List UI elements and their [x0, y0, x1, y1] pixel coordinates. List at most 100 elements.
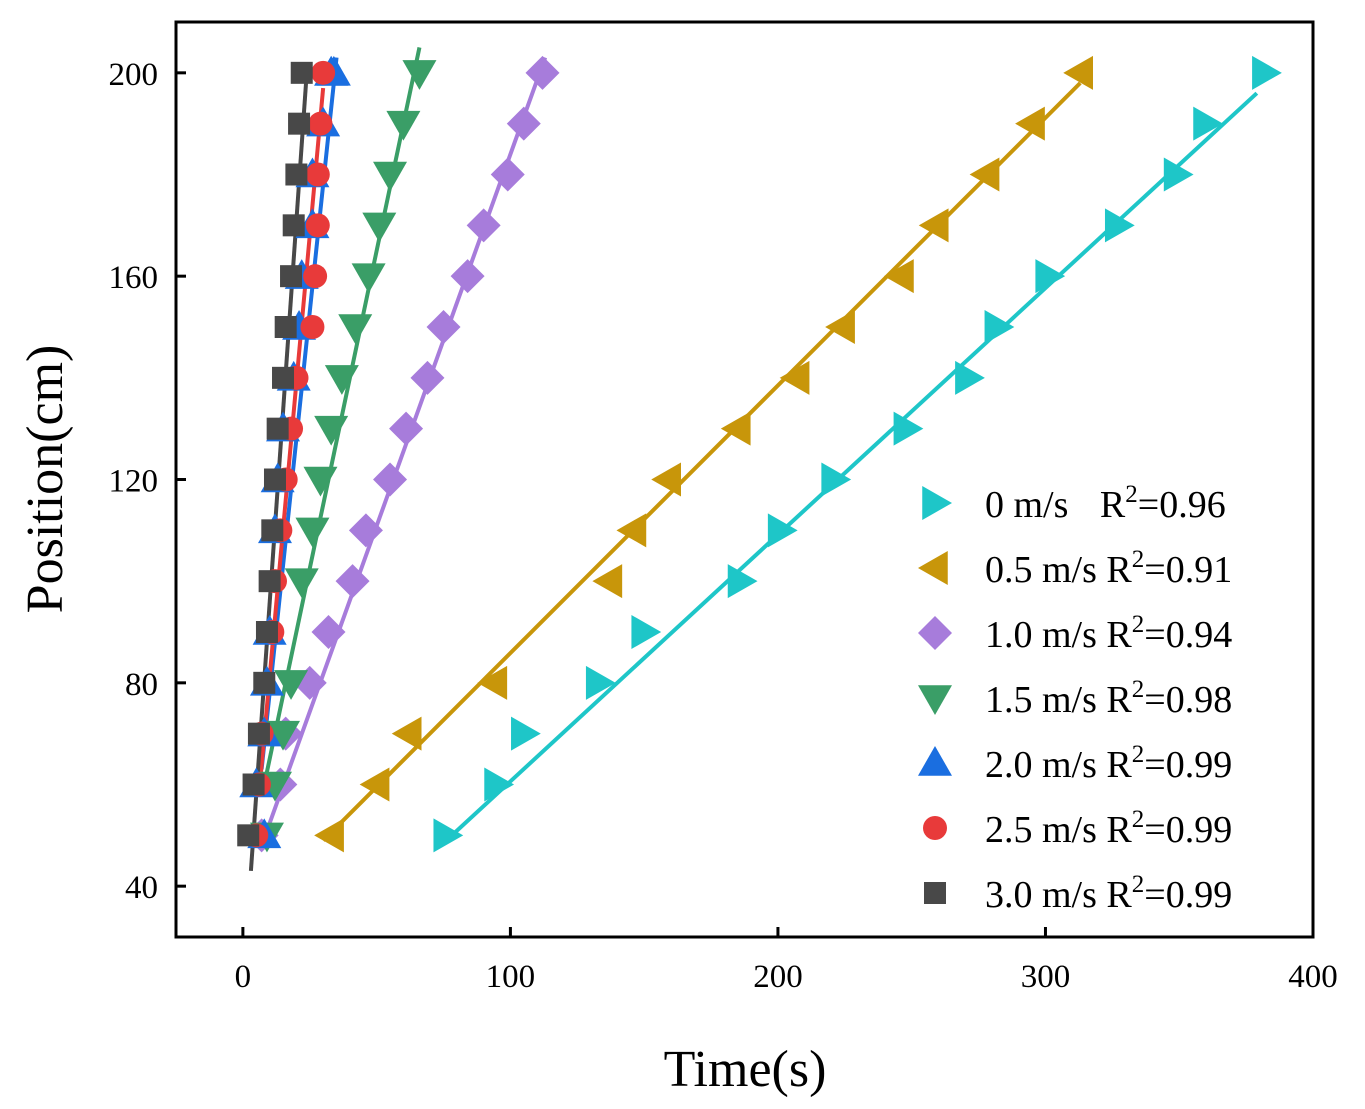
- point-3-0-m-s: [255, 621, 278, 643]
- y-tick-label: 200: [109, 57, 159, 93]
- point-3-0-m-s: [261, 519, 284, 542]
- legend-label-0-m-s: 0 m/s R2=0.96: [985, 481, 1226, 526]
- point-0-5-m-s: [884, 259, 914, 294]
- point-0-m-s: [1163, 157, 1194, 192]
- point-1-0-m-s: [335, 564, 370, 599]
- y-tick-label: 160: [109, 260, 159, 296]
- point-1-0-m-s: [466, 208, 501, 243]
- point-0-5-m-s: [1063, 55, 1093, 90]
- point-1-0-m-s: [311, 615, 346, 649]
- fit-line-0-m-s: [439, 91, 1259, 847]
- point-0-m-s: [433, 818, 464, 853]
- x-tick-label: 400: [1288, 959, 1338, 995]
- point-1-0-m-s: [348, 513, 383, 548]
- y-tick-label: 80: [125, 667, 158, 703]
- point-0-5-m-s: [918, 208, 949, 243]
- point-3-0-m-s: [266, 417, 289, 440]
- point-1-5-m-s: [351, 263, 386, 294]
- point-3-0-m-s: [258, 570, 281, 593]
- point-3-0-m-s: [272, 366, 295, 389]
- point-1-5-m-s: [338, 314, 373, 344]
- point-0-m-s: [893, 411, 924, 446]
- x-tick-label: 0: [235, 959, 252, 995]
- point-0-m-s: [727, 564, 758, 599]
- point-0-m-s: [1193, 106, 1223, 141]
- legend-marker-0-5-m-s: [918, 551, 948, 585]
- point-0-5-m-s: [779, 360, 810, 395]
- legend-label-2-5-m-s: 2.5 m/s R2=0.99: [985, 806, 1232, 851]
- point-0-5-m-s: [651, 462, 682, 497]
- point-1-5-m-s: [274, 670, 309, 700]
- x-tick-label: 200: [753, 959, 803, 995]
- point-0-5-m-s: [592, 564, 623, 599]
- point-0-m-s: [984, 310, 1015, 344]
- point-0-5-m-s: [391, 716, 422, 751]
- point-3-0-m-s: [253, 671, 276, 694]
- fit-line-0-5-m-s: [321, 81, 1082, 842]
- point-1-5-m-s: [373, 161, 408, 192]
- point-0-m-s: [955, 360, 985, 395]
- point-1-0-m-s: [426, 310, 461, 344]
- point-1-5-m-s: [266, 720, 301, 751]
- point-1-0-m-s: [450, 259, 485, 294]
- point-1-5-m-s: [324, 365, 359, 395]
- point-0-5-m-s: [1015, 106, 1045, 141]
- plot-frame: [174, 20, 1315, 939]
- fit-line-1-0-m-s: [259, 56, 548, 847]
- x-axis-title: Time(s): [664, 1041, 827, 1098]
- point-3-0-m-s: [282, 214, 305, 237]
- point-1-0-m-s: [525, 55, 560, 90]
- point-0-m-s: [767, 513, 798, 548]
- legend-label-0-5-m-s: 0.5 m/s R2=0.91: [985, 546, 1232, 591]
- point-0-5-m-s: [969, 157, 1000, 192]
- legend-label-3-0-m-s: 3.0 m/s R2=0.99: [985, 871, 1232, 916]
- point-1-0-m-s: [389, 411, 424, 446]
- point-0-m-s: [511, 716, 541, 751]
- legend-marker-2-5-m-s: [923, 816, 947, 840]
- point-0-m-s: [821, 462, 852, 497]
- legend-marker-1-5-m-s: [918, 685, 952, 715]
- point-2-5-m-s: [311, 60, 336, 85]
- point-1-5-m-s: [402, 60, 437, 90]
- point-3-0-m-s: [274, 316, 297, 338]
- y-tick-label: 120: [109, 464, 159, 500]
- data-points: [237, 55, 1282, 853]
- point-1-0-m-s: [506, 106, 541, 141]
- point-1-5-m-s: [386, 110, 421, 141]
- legend-marker-1-0-m-s: [918, 616, 952, 650]
- point-0-5-m-s: [616, 513, 647, 548]
- point-1-0-m-s: [410, 360, 445, 395]
- point-2-5-m-s: [305, 162, 330, 187]
- point-3-0-m-s: [280, 265, 303, 288]
- legend: 0 m/s R2=0.96 0.5 m/s R2=0.91 1.0 m/s R2=0…: [918, 481, 1232, 916]
- point-0-5-m-s: [477, 665, 508, 700]
- point-3-0-m-s: [247, 722, 270, 745]
- point-1-5-m-s: [303, 466, 338, 497]
- point-3-0-m-s: [285, 163, 308, 186]
- axis-ticks: 0 100 200 300 400 40 80 120 160 200: [109, 57, 1338, 995]
- point-3-0-m-s: [290, 61, 313, 84]
- point-0-m-s: [1252, 55, 1282, 90]
- point-1-5-m-s: [295, 517, 330, 548]
- point-0-m-s: [1104, 208, 1135, 243]
- point-1-5-m-s: [314, 415, 349, 446]
- point-0-5-m-s: [314, 818, 344, 853]
- x-tick-label: 300: [1021, 959, 1071, 995]
- legend-marker-3-0-m-s: [924, 882, 946, 904]
- point-2-5-m-s: [300, 315, 325, 339]
- legend-marker-2-0-m-s: [918, 746, 952, 776]
- y-tick-label: 40: [125, 870, 158, 906]
- point-3-0-m-s: [263, 468, 286, 491]
- legend-label-1-0-m-s: 1.0 m/s R2=0.94: [985, 611, 1232, 656]
- point-0-m-s: [1035, 259, 1066, 294]
- point-0-5-m-s: [720, 411, 751, 446]
- point-1-0-m-s: [490, 157, 525, 192]
- point-0-m-s: [585, 665, 616, 700]
- point-0-5-m-s: [359, 767, 390, 802]
- point-2-5-m-s: [303, 264, 328, 289]
- point-3-0-m-s: [288, 112, 311, 135]
- point-2-5-m-s: [305, 213, 330, 238]
- x-tick-label: 100: [486, 959, 536, 995]
- point-0-m-s: [484, 767, 515, 802]
